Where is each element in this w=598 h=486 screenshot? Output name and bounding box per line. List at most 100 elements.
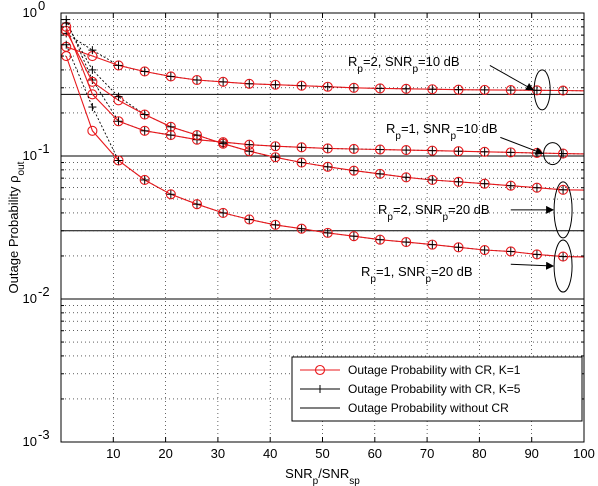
annotation-arrow xyxy=(500,136,544,155)
legend-box xyxy=(291,356,583,422)
data-point-k1 xyxy=(296,223,307,234)
x-tick-label: 100 xyxy=(573,446,595,461)
legend-label: Outage Probability with CR, K=5 xyxy=(348,382,521,396)
data-point-k1 xyxy=(270,219,281,230)
legend-label: Outage Probability with CR, K=1 xyxy=(348,363,521,377)
data-point-k1 xyxy=(374,83,386,94)
data-point-k1 xyxy=(453,146,464,157)
annotation-label: Rp=2, SNRp=10 dB xyxy=(348,54,460,75)
y-tick-label: 10 xyxy=(23,291,37,306)
legend-marker-circle xyxy=(314,364,326,376)
data-point-k1 xyxy=(348,143,359,155)
x-tick-label: 40 xyxy=(263,446,277,461)
data-point-k1 xyxy=(87,89,98,100)
annotation-label: Rp=1, SNRp=10 dB xyxy=(386,121,498,142)
data-point-k1 xyxy=(531,182,542,193)
legend-label: Outage Probability without CR xyxy=(348,401,509,415)
x-tick-label: 90 xyxy=(524,446,538,461)
data-point-k1 xyxy=(453,84,464,95)
data-point-k1 xyxy=(191,130,203,141)
x-tick-label: 30 xyxy=(211,446,225,461)
annotations: Rp=2, SNRp=10 dB Rp=1, SNRp=10 dB Rp=2, SN… xyxy=(348,54,573,293)
axis-ticks xyxy=(61,13,585,442)
data-point-k1 xyxy=(296,142,307,153)
data-point-k1 xyxy=(270,79,281,90)
data-point-k1 xyxy=(139,109,150,120)
data-point-k1 xyxy=(348,165,359,176)
data-point-k1 xyxy=(401,172,412,183)
data-point-k1 xyxy=(218,76,229,87)
data-point-k1 xyxy=(113,116,124,127)
data-point-k1 xyxy=(191,199,203,210)
data-point-k1 xyxy=(322,143,333,154)
annotation-ellipse xyxy=(553,181,573,239)
legend: Outage Probability with CR, K=1 Outage Pr… xyxy=(291,356,583,422)
data-point-k1 xyxy=(558,184,569,195)
data-point-k1 xyxy=(479,178,490,189)
data-point-k1 xyxy=(558,251,569,262)
data-point-k1 xyxy=(374,144,386,155)
data-point-k1 xyxy=(270,152,281,163)
data-point-k1 xyxy=(374,234,386,245)
annotation-ellipse xyxy=(553,239,573,293)
data-point-k1 xyxy=(453,176,464,187)
annotation-label: Rp=1, SNRp=20 dB xyxy=(361,264,473,285)
data-point-k1 xyxy=(139,174,150,186)
annotation-arrow xyxy=(510,261,555,270)
data-point-k1 xyxy=(270,141,281,152)
annotation-arrow xyxy=(489,64,535,91)
data-point-k1 xyxy=(348,82,359,93)
data-point-k1 xyxy=(218,138,229,149)
y-axis-title: Outage Probability ρout xyxy=(6,161,27,293)
data-point-k1 xyxy=(479,146,490,157)
data-point-k1 xyxy=(401,237,412,248)
data-point-k1 xyxy=(401,145,412,156)
data-point-k1 xyxy=(505,147,516,158)
y-tick-label: 10 xyxy=(23,434,37,449)
y-tick-exponent: 0 xyxy=(38,0,45,13)
data-point-k1 xyxy=(427,84,438,95)
data-point-k1 xyxy=(479,84,490,95)
data-point-k1 xyxy=(165,121,176,132)
data-point-k1 xyxy=(322,227,333,238)
data-point-k1 xyxy=(113,155,124,166)
data-point-k1 xyxy=(244,214,255,225)
y-tick-exponent: -2 xyxy=(38,284,50,299)
data-point-k1 xyxy=(87,76,98,87)
data-point-k1 xyxy=(191,74,203,86)
data-point-k1 xyxy=(401,83,412,94)
data-point-k1 xyxy=(165,189,176,200)
x-axis-title: SNRp/SNRsp xyxy=(285,466,360,486)
data-point-k1 xyxy=(296,157,307,168)
data-point-k1 xyxy=(165,71,176,82)
data-point-k1 xyxy=(505,180,516,191)
x-tick-label: 20 xyxy=(158,446,172,461)
data-point-k1 xyxy=(218,207,229,218)
data-point-k1 xyxy=(113,60,124,71)
data-point-k1 xyxy=(348,231,359,242)
data-point-k1 xyxy=(427,174,438,186)
y-tick-exponent: -1 xyxy=(38,141,50,156)
data-point-k1 xyxy=(322,81,333,92)
y-tick-label: 10 xyxy=(23,5,37,20)
data-point-k1 xyxy=(322,161,333,172)
x-tick-label: 70 xyxy=(420,446,434,461)
data-point-k1 xyxy=(505,246,516,257)
data-point-k1 xyxy=(87,125,98,136)
annotation-ellipse xyxy=(533,69,551,111)
data-point-k1 xyxy=(244,146,255,157)
y-tick-exponent: -3 xyxy=(38,427,50,442)
data-point-k1 xyxy=(244,78,255,89)
data-point-k1 xyxy=(479,244,490,256)
data-point-k1 xyxy=(139,125,150,136)
data-point-k1 xyxy=(139,66,150,77)
data-point-k1 xyxy=(427,145,438,156)
data-point-k1 xyxy=(374,168,386,179)
x-tick-label: 50 xyxy=(315,446,329,461)
annotation-label: Rp=2, SNRp=20 dB xyxy=(378,202,490,223)
data-point-k1 xyxy=(427,239,438,250)
data-point-k1 xyxy=(296,80,307,91)
data-point-k1 xyxy=(531,249,542,260)
